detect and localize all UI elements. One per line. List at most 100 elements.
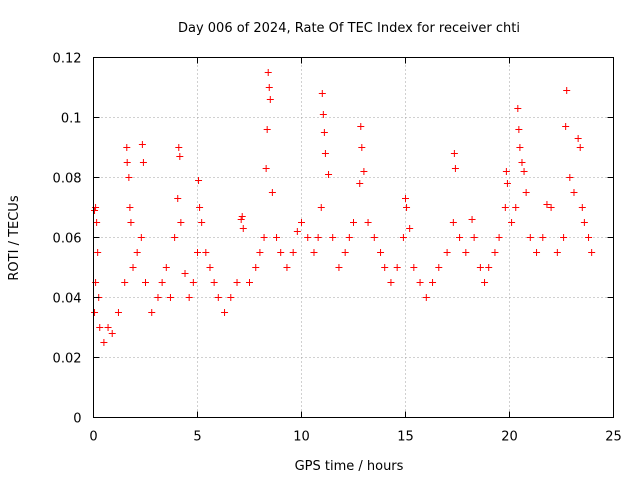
- data-point: [202, 249, 210, 256]
- data-point: [443, 249, 451, 256]
- data-point: [91, 309, 99, 316]
- data-point: [319, 111, 327, 118]
- data-points-layer: [91, 69, 596, 346]
- y-tick-label: 0.06: [53, 232, 82, 247]
- y-tick-label: 0.12: [53, 52, 82, 67]
- data-point: [195, 177, 203, 184]
- data-point: [277, 249, 285, 256]
- data-point: [314, 234, 322, 241]
- data-point: [238, 213, 246, 220]
- data-point: [508, 219, 516, 226]
- x-tick-label: 5: [193, 430, 201, 445]
- data-point: [194, 249, 201, 256]
- data-point: [289, 249, 297, 256]
- data-point: [318, 90, 326, 97]
- data-point: [341, 249, 349, 256]
- data-point: [293, 228, 301, 235]
- data-point: [262, 165, 270, 172]
- y-tick-label: 0.1: [61, 112, 82, 127]
- data-point: [237, 216, 245, 223]
- data-point: [100, 339, 108, 346]
- y-axis-label: ROTI / TECUs: [7, 195, 22, 280]
- data-point: [357, 123, 365, 130]
- data-point: [491, 249, 499, 256]
- data-point: [158, 279, 166, 286]
- data-point: [576, 144, 584, 151]
- data-point: [449, 219, 457, 226]
- ticks-layer: 0 5 10 15 20 25 0 0.02 0.04 0.06 0.08 0.1 0.12: [53, 52, 622, 445]
- data-point: [358, 144, 366, 151]
- data-point: [563, 87, 571, 94]
- data-point: [298, 219, 305, 226]
- y-tick-label: 0.02: [53, 352, 82, 367]
- data-point: [189, 279, 197, 286]
- data-point: [239, 225, 247, 232]
- x-tick-label: 25: [605, 430, 622, 445]
- data-point: [260, 234, 268, 241]
- data-point: [429, 279, 437, 286]
- data-point: [526, 234, 534, 241]
- data-point: [566, 174, 574, 181]
- data-point: [214, 294, 222, 301]
- data-point: [406, 225, 414, 232]
- data-point: [233, 279, 241, 286]
- data-point: [171, 234, 179, 241]
- data-point: [94, 249, 102, 256]
- data-point: [470, 234, 478, 241]
- data-point: [126, 204, 134, 211]
- data-point: [264, 69, 272, 76]
- data-point: [166, 294, 174, 301]
- data-point: [450, 150, 458, 157]
- data-point: [177, 219, 185, 226]
- data-point: [485, 264, 493, 271]
- data-point: [196, 204, 204, 211]
- data-point: [91, 207, 99, 214]
- data-point: [265, 84, 273, 91]
- data-point: [416, 279, 424, 286]
- data-point: [181, 270, 189, 277]
- data-point: [325, 171, 333, 178]
- data-point: [206, 264, 214, 271]
- y-tick-label: 0.08: [53, 172, 82, 187]
- data-point: [329, 234, 337, 241]
- data-point: [93, 219, 101, 226]
- data-point: [381, 264, 389, 271]
- data-point: [456, 234, 464, 241]
- data-point: [176, 153, 184, 160]
- data-point: [321, 150, 329, 157]
- data-point: [221, 309, 229, 316]
- data-point: [263, 126, 271, 133]
- data-point: [451, 165, 459, 172]
- y-tick-label: 0: [73, 412, 81, 427]
- data-point: [578, 204, 586, 211]
- data-point: [283, 264, 291, 271]
- chart-title: Day 006 of 2024, Rate Of TEC Index for r…: [178, 21, 520, 36]
- data-point: [468, 216, 476, 223]
- data-point: [210, 279, 218, 286]
- data-point: [123, 144, 131, 151]
- data-point: [138, 141, 146, 148]
- x-axis-label: GPS time / hours: [295, 459, 404, 474]
- data-point: [139, 159, 147, 166]
- data-point: [96, 324, 104, 331]
- data-point: [356, 180, 364, 187]
- data-point: [121, 279, 129, 286]
- data-point: [518, 159, 526, 166]
- data-point: [560, 234, 568, 241]
- data-point: [335, 264, 343, 271]
- data-point: [127, 219, 135, 226]
- data-point: [142, 279, 149, 286]
- data-point: [533, 249, 541, 256]
- data-point: [360, 168, 368, 175]
- data-point: [174, 195, 182, 202]
- data-point: [154, 294, 162, 301]
- data-point: [422, 294, 430, 301]
- data-point: [547, 204, 555, 211]
- data-point: [403, 204, 411, 211]
- data-point: [435, 264, 443, 271]
- data-point: [256, 249, 264, 256]
- data-point: [310, 249, 318, 256]
- data-point: [246, 279, 253, 286]
- data-point: [393, 264, 401, 271]
